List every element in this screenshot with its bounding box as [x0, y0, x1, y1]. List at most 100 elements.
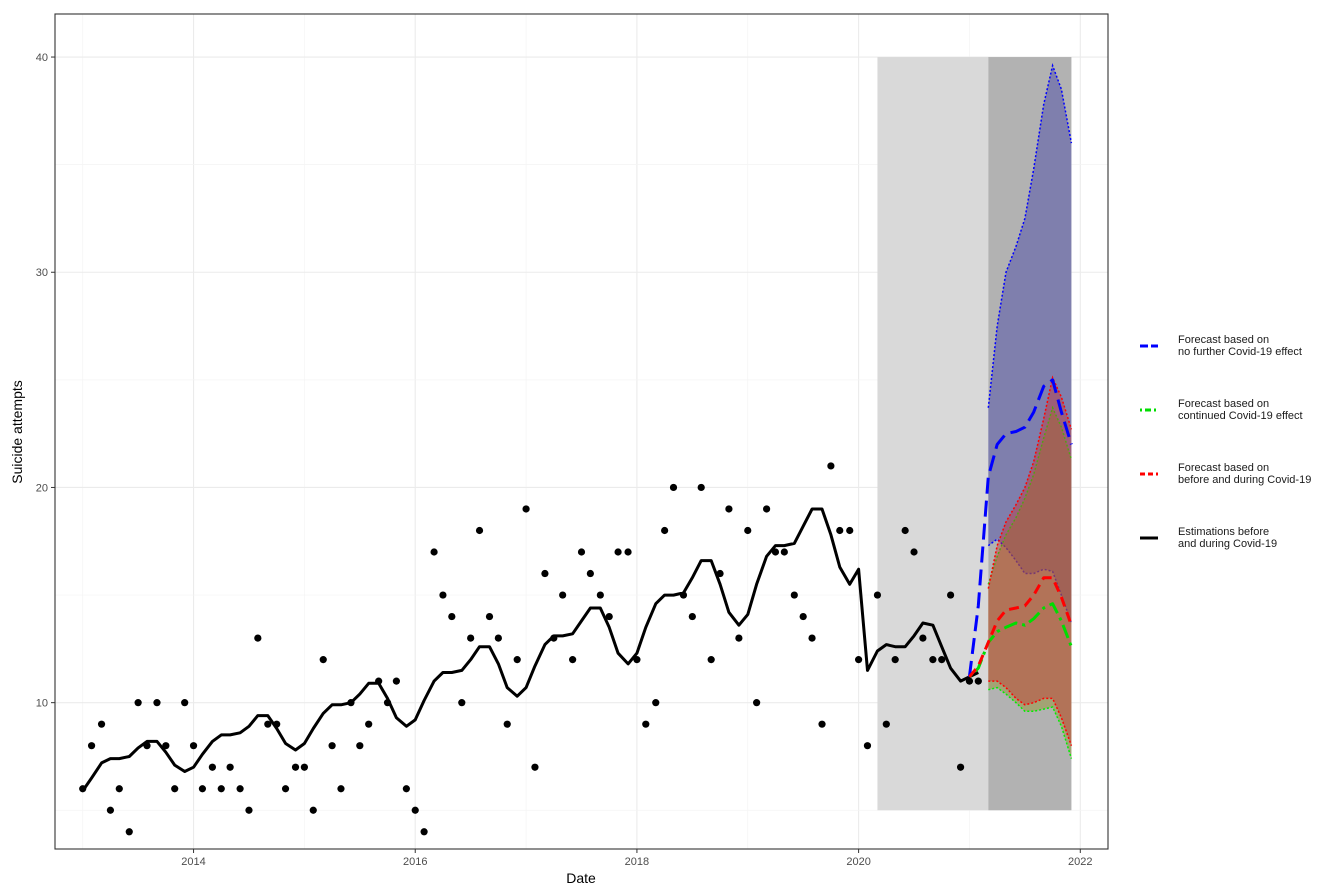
- observed-point: [790, 591, 798, 599]
- interval-upper-bound: [987, 405, 1073, 585]
- observed-point: [947, 591, 955, 599]
- series-line: [967, 378, 1073, 677]
- observed-point: [614, 548, 622, 556]
- observed-point: [411, 806, 419, 814]
- y-tick-label: 20: [36, 482, 48, 494]
- observed-point: [309, 806, 317, 814]
- observed-point: [217, 785, 225, 793]
- observed-point: [596, 591, 604, 599]
- observed-point: [661, 526, 669, 535]
- observed-point: [827, 462, 835, 470]
- observed-point: [652, 699, 660, 707]
- observed-point: [171, 785, 179, 793]
- observed-point: [254, 634, 262, 642]
- observed-point: [458, 699, 466, 707]
- observed-point: [633, 656, 641, 664]
- observed-point: [846, 526, 854, 535]
- observed-point: [106, 806, 115, 814]
- x-axis-title: Date: [566, 870, 596, 886]
- observed-point: [541, 569, 549, 578]
- observed-point: [319, 656, 327, 664]
- observed-point: [605, 612, 613, 621]
- observed-point: [485, 612, 494, 621]
- observed-point: [956, 763, 965, 771]
- observed-point: [669, 483, 678, 492]
- legend-label-line1: Estimations before: [1178, 526, 1269, 538]
- shaded-period: [988, 57, 1072, 811]
- observed-point: [808, 634, 816, 642]
- series-line: [81, 507, 979, 792]
- y-tick-label: 10: [36, 698, 48, 710]
- y-axis-title: Suicide attempts: [9, 380, 25, 484]
- x-tick-label: 2016: [403, 856, 427, 868]
- observed-point: [365, 720, 373, 728]
- observed-point: [328, 742, 336, 750]
- observed-point: [189, 742, 198, 750]
- legend-label-line2: continued Covid-19 effect: [1178, 410, 1303, 422]
- interval-band: [988, 65, 1072, 624]
- observed-point: [115, 785, 123, 793]
- observed-point: [624, 548, 632, 556]
- observed-point: [780, 548, 788, 556]
- observed-point: [965, 677, 974, 685]
- observed-point: [753, 699, 761, 707]
- interval-lower-bound: [988, 686, 1073, 759]
- observed-point: [245, 806, 253, 814]
- observed-point: [836, 526, 844, 535]
- observed-point: [226, 763, 234, 771]
- legend-label-line1: Forecast based on: [1178, 462, 1269, 474]
- shaded-periods: [877, 57, 1072, 811]
- x-tick-label: 2018: [625, 856, 649, 868]
- observed-point: [882, 720, 890, 728]
- legend-label-line1: Forecast based on: [1178, 334, 1269, 346]
- observed-point: [929, 656, 937, 664]
- x-tick-label: 2014: [181, 856, 205, 868]
- observed-point: [873, 591, 882, 599]
- observed-point: [402, 785, 410, 793]
- observed-point: [744, 526, 752, 535]
- observed-point: [420, 828, 428, 836]
- interval-lower-bound: [988, 680, 1073, 746]
- interval-lower-bound: [987, 538, 1073, 624]
- observed-point: [522, 505, 530, 513]
- observed-point: [125, 828, 133, 836]
- observed-point: [818, 720, 826, 728]
- axes: 2014 2016 2018 2020 2022 10 20 30 40: [36, 52, 1093, 868]
- shaded-period: [877, 57, 989, 811]
- plot-border: [54, 13, 1109, 850]
- observed-point: [430, 548, 438, 556]
- observed-point: [938, 656, 946, 664]
- observed-point: [264, 720, 272, 728]
- observed-point: [467, 634, 475, 642]
- observed-point: [513, 656, 521, 664]
- observed-point: [974, 677, 982, 685]
- y-tick-label: 30: [36, 267, 48, 279]
- observed-point: [87, 742, 96, 750]
- interval-upper-bound: [987, 62, 1073, 408]
- observed-point: [134, 699, 142, 707]
- observed-point: [494, 634, 502, 642]
- forecast-intervals: [987, 62, 1073, 759]
- observed-point: [855, 656, 863, 664]
- observed-point: [337, 785, 345, 793]
- observed-point: [236, 785, 244, 793]
- observed-point: [153, 699, 161, 707]
- observed-point: [799, 612, 807, 621]
- observed-point: [181, 699, 189, 707]
- series-line: [968, 576, 1073, 678]
- interval-band: [988, 377, 1072, 746]
- observed-point: [763, 505, 771, 513]
- observed-point: [771, 548, 780, 556]
- observed-point: [531, 763, 539, 771]
- observed-point: [208, 763, 216, 771]
- observed-point: [901, 526, 909, 535]
- series-lines: [81, 378, 1073, 792]
- observed-point: [356, 742, 364, 750]
- observed-point: [891, 656, 899, 664]
- observed-point: [392, 677, 400, 685]
- observed-point: [725, 505, 733, 513]
- observed-point: [448, 612, 456, 621]
- observed-point: [642, 720, 650, 728]
